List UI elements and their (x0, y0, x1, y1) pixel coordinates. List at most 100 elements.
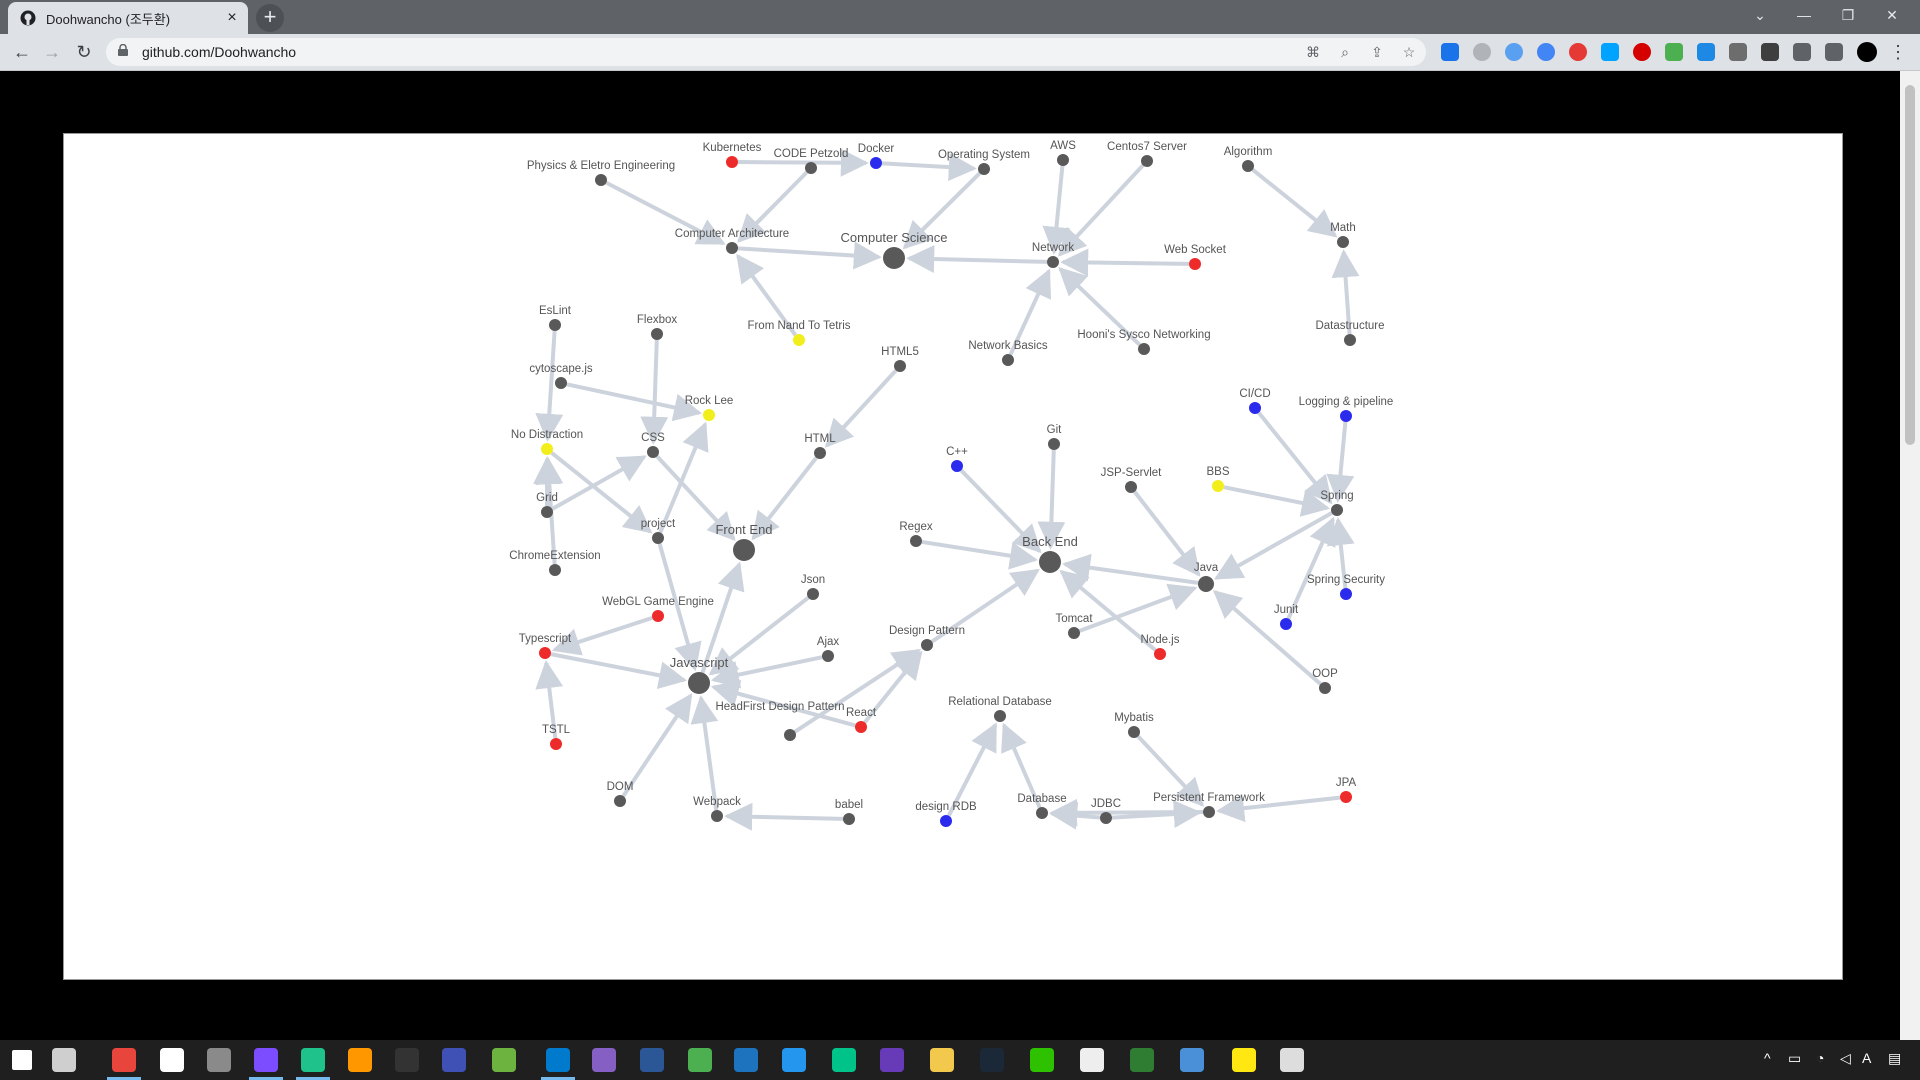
docker-icon[interactable] (782, 1048, 806, 1072)
graph-node-dot[interactable] (1249, 402, 1261, 414)
graph-node-dot[interactable] (1212, 480, 1224, 492)
notification-icon[interactable]: ▤ (1888, 1050, 1902, 1066)
graph-node-oop[interactable]: OOP (1312, 668, 1338, 694)
graph-node-dot[interactable] (688, 672, 710, 694)
remote-icon[interactable] (1180, 1048, 1204, 1072)
graph-node-webgl[interactable]: WebGL Game Engine (602, 596, 714, 622)
graph-node-dot[interactable] (1340, 791, 1352, 803)
graph-node-nand2tetris[interactable]: From Nand To Tetris (747, 320, 851, 346)
graph-node-dot[interactable] (805, 162, 817, 174)
extension-s-icon[interactable] (1601, 43, 1619, 61)
graph-node-design-pattern[interactable]: Design Pattern (889, 625, 965, 651)
graph-node-eslint[interactable]: EsLint (539, 305, 572, 331)
graph-node-dot[interactable] (614, 795, 626, 807)
graph-node-dot[interactable] (651, 328, 663, 340)
graph-node-math[interactable]: Math (1330, 222, 1356, 248)
graph-node-front-end[interactable]: Front End (715, 522, 773, 561)
reload-icon[interactable]: ↻ (76, 42, 92, 62)
graph-node-dot[interactable] (1280, 618, 1292, 630)
graph-node-spring-security[interactable]: Spring Security (1307, 574, 1385, 600)
graph-node-kubernetes[interactable]: Kubernetes (703, 142, 762, 168)
graph-node-design-rdb[interactable]: design RDB (915, 801, 977, 827)
kakaotalk-icon[interactable] (1232, 1048, 1256, 1072)
graph-node-dot[interactable] (1039, 551, 1061, 573)
new-tab-button[interactable]: + (256, 4, 284, 32)
extension-v-icon[interactable] (1441, 43, 1459, 61)
graph-node-dot[interactable] (1189, 258, 1201, 270)
graph-node-relational-db[interactable]: Relational Database (948, 696, 1052, 722)
graph-node-network[interactable]: Network (1032, 242, 1074, 268)
tray-chevron-icon[interactable]: ^ (1764, 1050, 1771, 1066)
graph-node-dot[interactable] (1057, 154, 1069, 166)
graph-node-back-end[interactable]: Back End (1022, 534, 1078, 573)
extension-green-icon[interactable] (1665, 43, 1683, 61)
graph-node-webpack[interactable]: Webpack (693, 796, 741, 822)
graph-node-dot[interactable] (539, 647, 551, 659)
wechat-icon[interactable] (1030, 1048, 1054, 1072)
graph-node-dot[interactable] (733, 539, 755, 561)
graph-node-nodejs[interactable]: Node.js (1141, 634, 1180, 660)
share-icon[interactable]: ⇪ (1371, 44, 1383, 60)
graph-node-dot[interactable] (652, 610, 664, 622)
extension-opera-icon[interactable] (1633, 43, 1651, 61)
graph-node-web-socket[interactable]: Web Socket (1164, 244, 1227, 270)
notion-icon[interactable] (160, 1048, 184, 1072)
graph-node-dot[interactable] (793, 334, 805, 346)
app-icon[interactable] (207, 1048, 231, 1072)
graph-node-dot[interactable] (994, 710, 1006, 722)
graph-node-centos7-server[interactable]: Centos7 Server (1107, 141, 1187, 167)
chrome-icon[interactable] (112, 1048, 136, 1072)
graph-node-dot[interactable] (1319, 682, 1331, 694)
graph-node-dot[interactable] (726, 156, 738, 168)
extension-circle-icon[interactable] (1537, 43, 1555, 61)
graph-node-cicd[interactable]: CI/CD (1239, 388, 1271, 414)
graph-node-dot[interactable] (1100, 812, 1112, 824)
browser-tab[interactable]: Doohwancho (조두환) × (8, 2, 248, 34)
graph-node-dot[interactable] (1242, 160, 1254, 172)
graph-node-ajax[interactable]: Ajax (817, 636, 840, 662)
zoom-icon[interactable]: ⌕ (1341, 44, 1349, 60)
graph-node-docker[interactable]: Docker (858, 143, 895, 169)
virtualbox-icon[interactable] (734, 1048, 758, 1072)
graph-node-physics[interactable]: Physics & Eletro Engineering (527, 160, 675, 186)
scrollbar-thumb[interactable] (1905, 85, 1915, 445)
eclipse-icon[interactable] (442, 1048, 466, 1072)
visual-studio-icon[interactable] (592, 1048, 616, 1072)
graph-node-dot[interactable] (1048, 438, 1060, 450)
knowledge-graph[interactable]: Kubernetes CODE Petzold Docker Operating Sy… (64, 134, 1842, 979)
close-tab-icon[interactable]: × (227, 9, 237, 26)
graph-node-aws[interactable]: AWS (1050, 140, 1076, 166)
graph-node-tomcat[interactable]: Tomcat (1055, 613, 1093, 639)
graph-node-dot[interactable] (921, 639, 933, 651)
close-window-icon[interactable]: ✕ (1886, 7, 1898, 23)
graph-node-computer-architecture[interactable]: Computer Architecture (675, 228, 789, 254)
graph-node-dot[interactable] (1154, 648, 1166, 660)
terminal-icon[interactable] (395, 1048, 419, 1072)
graph-node-dot[interactable] (1002, 354, 1014, 366)
extensions-puzzle-icon[interactable] (1793, 43, 1811, 61)
graph-node-dot[interactable] (652, 532, 664, 544)
graph-node-hooni[interactable]: Hooni's Sysco Networking (1077, 329, 1211, 355)
graph-node-dot[interactable] (843, 813, 855, 825)
graph-node-rock-lee[interactable]: Rock Lee (685, 395, 734, 421)
graph-node-database[interactable]: Database (1017, 793, 1067, 819)
graph-node-operating-system[interactable]: Operating System (938, 149, 1030, 175)
wox-icon[interactable] (1130, 1048, 1154, 1072)
graph-node-dot[interactable] (726, 242, 738, 254)
back-icon[interactable]: ← (13, 42, 31, 62)
bookmark-star-icon[interactable]: ☆ (1402, 44, 1416, 60)
clock-app-icon[interactable] (880, 1048, 904, 1072)
graph-node-dot[interactable] (555, 377, 567, 389)
graph-node-dot[interactable] (814, 447, 826, 459)
forward-icon[interactable]: → (43, 42, 61, 62)
graph-node-react[interactable]: React (846, 707, 877, 733)
side-panel-icon[interactable] (1825, 43, 1843, 61)
graph-node-junit[interactable]: Junit (1274, 604, 1299, 630)
graph-node-dot[interactable] (703, 409, 715, 421)
minimize-icon[interactable]: — (1797, 7, 1811, 23)
extension-blue-icon[interactable] (1505, 43, 1523, 61)
graph-node-dot[interactable] (870, 157, 882, 169)
menu-icon[interactable]: ⋮ (1889, 42, 1907, 62)
gitkraken-icon[interactable] (301, 1048, 325, 1072)
graph-node-persistent-framework[interactable]: Persistent Framework (1153, 792, 1265, 818)
